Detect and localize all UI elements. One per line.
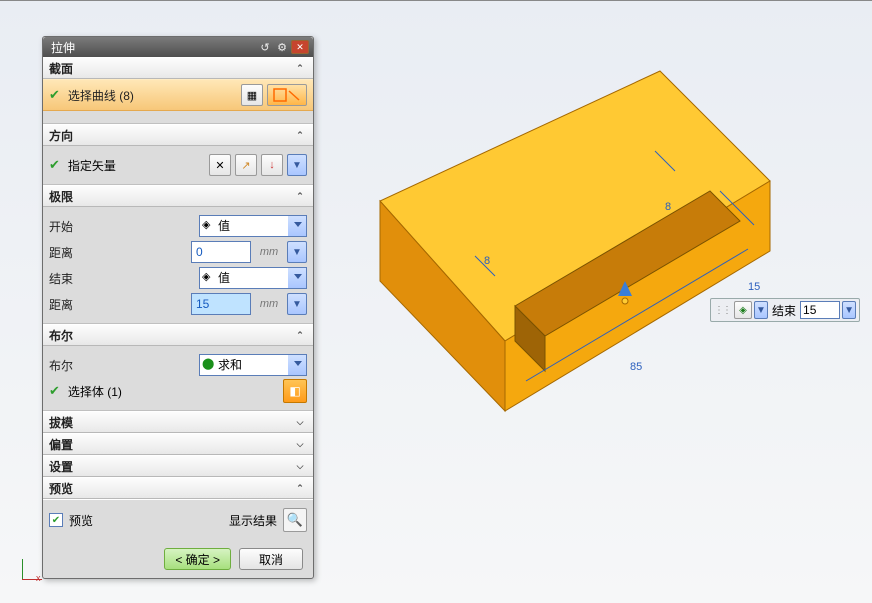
preview-checkbox[interactable]: ✔ <box>49 513 63 527</box>
preview-checkbox-label: 预览 <box>69 512 93 529</box>
section-header-direction[interactable]: 方向 <box>43 124 313 146</box>
extrude-dialog: 拉伸 截面 ✔ 选择曲线 (8) ▦ 方向 ✔ 指定矢量 ✕ ↗ ↓ <box>42 36 314 579</box>
specify-vector-label: 指定矢量 <box>68 157 205 174</box>
vector-dropdown[interactable] <box>287 154 307 176</box>
dialog-titlebar[interactable]: 拉伸 <box>43 37 313 57</box>
dim-value-15: 15 <box>748 281 760 293</box>
start-distance-label: 距离 <box>49 244 145 261</box>
chevron-up-icon[interactable] <box>293 481 307 495</box>
check-icon: ✔ <box>49 87 60 103</box>
select-curve-label: 选择曲线 (8) <box>68 87 237 104</box>
vector-dialog-button[interactable]: ↗ <box>235 154 257 176</box>
section-title-boolean: 布尔 <box>49 327 73 344</box>
start-type-combo[interactable]: 值 <box>199 215 307 237</box>
reverse-direction-button[interactable]: ✕ <box>209 154 231 176</box>
model-view[interactable]: 85 15 8 8 <box>350 51 820 451</box>
ok-button[interactable]: < 确定 > <box>164 548 231 570</box>
section-header-boolean[interactable]: 布尔 <box>43 324 313 346</box>
curve-rule-button[interactable]: ▦ <box>241 84 263 106</box>
chevron-down-icon[interactable] <box>293 459 307 473</box>
boolean-label: 布尔 <box>49 357 145 374</box>
section-header-draft[interactable]: 拔模 <box>43 411 313 433</box>
section-title-offset: 偏置 <box>49 436 73 453</box>
dynamic-input-toolbar[interactable]: ⋮⋮ ◈ 结束 <box>710 298 860 322</box>
dialog-title: 拉伸 <box>51 39 75 56</box>
unit-label: mm <box>257 246 281 258</box>
end-distance-stepper[interactable] <box>287 293 307 315</box>
chevron-up-icon[interactable] <box>293 189 307 203</box>
section-title-draft: 拔模 <box>49 414 73 431</box>
axis-x-label: x <box>36 573 41 583</box>
dim-value-85: 85 <box>630 361 642 373</box>
float-end-stepper[interactable] <box>842 301 856 319</box>
section-title-limits: 极限 <box>49 188 73 205</box>
reset-icon[interactable] <box>257 40 273 54</box>
end-label: 结束 <box>49 270 145 287</box>
end-distance-label: 距离 <box>49 296 145 313</box>
chevron-down-icon[interactable] <box>293 437 307 451</box>
section-title-settings: 设置 <box>49 458 73 475</box>
start-label: 开始 <box>49 218 145 235</box>
chevron-up-icon[interactable] <box>293 328 307 342</box>
show-result-label: 显示结果 <box>229 512 277 529</box>
dim-value-8a: 8 <box>484 255 490 267</box>
end-distance-input[interactable] <box>191 293 251 315</box>
select-curve-row[interactable]: ✔ 选择曲线 (8) ▦ <box>43 79 313 111</box>
section-header-profile[interactable]: 截面 <box>43 57 313 79</box>
boolean-type-combo[interactable]: 求和 <box>199 354 307 376</box>
settings-icon[interactable] <box>274 40 290 54</box>
view-triad: x <box>4 559 44 599</box>
select-body-row[interactable]: ✔ 选择体 (1) <box>49 378 307 404</box>
select-body-label: 选择体 (1) <box>68 383 279 400</box>
section-header-offset[interactable]: 偏置 <box>43 433 313 455</box>
select-body-button[interactable] <box>283 379 307 403</box>
limit-type-dropdown[interactable]: ◈ <box>734 301 752 319</box>
show-result-button[interactable] <box>283 508 307 532</box>
dialog-button-bar: < 确定 > 取消 <box>43 540 313 578</box>
direction-origin-icon <box>622 298 628 304</box>
start-distance-stepper[interactable] <box>287 241 307 263</box>
chevron-up-icon[interactable] <box>293 61 307 75</box>
end-type-combo[interactable]: 值 <box>199 267 307 289</box>
dim-value-8b: 8 <box>665 201 671 213</box>
start-distance-input[interactable] <box>191 241 251 263</box>
section-title-direction: 方向 <box>49 127 73 144</box>
unit-label: mm <box>257 298 281 310</box>
float-end-label: 结束 <box>772 302 796 319</box>
grip-icon: ⋮⋮ <box>714 305 730 316</box>
section-title-profile: 截面 <box>49 60 73 77</box>
float-end-input[interactable] <box>800 301 840 319</box>
section-title-preview: 预览 <box>49 480 73 497</box>
section-header-settings[interactable]: 设置 <box>43 455 313 477</box>
check-icon: ✔ <box>49 157 60 173</box>
check-icon: ✔ <box>49 383 60 399</box>
chevron-up-icon[interactable] <box>293 128 307 142</box>
section-header-preview[interactable]: 预览 <box>43 477 313 499</box>
chevron-down-icon[interactable] <box>293 415 307 429</box>
sketch-section-button[interactable] <box>267 84 307 106</box>
cancel-button[interactable]: 取消 <box>239 548 303 570</box>
inferred-vector-button[interactable]: ↓ <box>261 154 283 176</box>
close-icon[interactable] <box>291 40 309 54</box>
limit-type-arrow[interactable] <box>754 301 768 319</box>
specify-vector-row: ✔ 指定矢量 ✕ ↗ ↓ <box>49 152 307 178</box>
section-header-limits[interactable]: 极限 <box>43 185 313 207</box>
